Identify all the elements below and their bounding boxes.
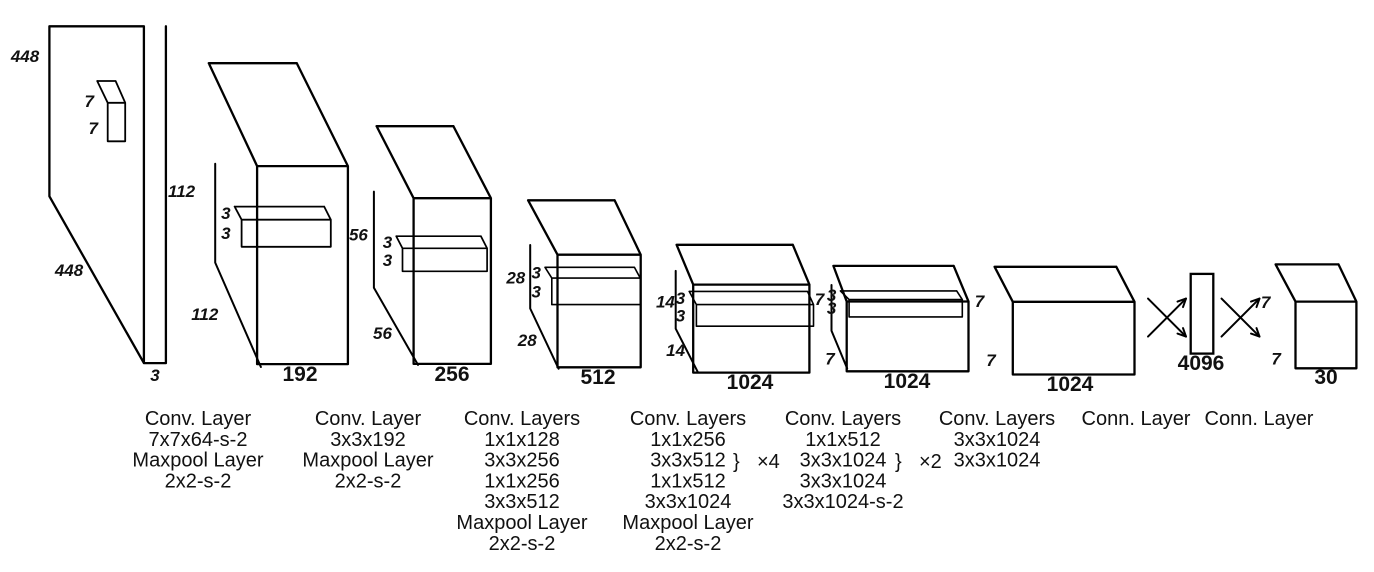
- svg-text:2x2-s-2: 2x2-s-2: [655, 533, 722, 555]
- svg-text:448: 448: [54, 261, 84, 280]
- svg-text:3x3x1024: 3x3x1024: [954, 429, 1041, 451]
- svg-text:Maxpool Layer: Maxpool Layer: [456, 512, 588, 534]
- svg-text:2x2-s-2: 2x2-s-2: [335, 470, 402, 492]
- svg-text:7: 7: [986, 351, 997, 370]
- svg-text:3: 3: [532, 282, 542, 301]
- svg-text:×2: ×2: [919, 451, 942, 473]
- svg-text:7: 7: [975, 292, 986, 311]
- svg-text:3x3x256: 3x3x256: [484, 450, 560, 472]
- svg-text:}: }: [733, 451, 740, 473]
- svg-text:112: 112: [168, 182, 196, 201]
- svg-text:3: 3: [383, 251, 393, 270]
- svg-text:256: 256: [434, 363, 469, 386]
- svg-text:1024: 1024: [727, 371, 774, 394]
- svg-text:7: 7: [825, 350, 836, 369]
- svg-text:3x3x1024: 3x3x1024: [645, 491, 732, 513]
- svg-text:Conv. Layers: Conv. Layers: [464, 408, 580, 430]
- svg-text:Conv. Layer: Conv. Layer: [145, 408, 252, 430]
- svg-text:3: 3: [150, 366, 160, 385]
- svg-text:3: 3: [532, 264, 542, 283]
- svg-text:56: 56: [349, 226, 368, 245]
- svg-text:3x3x192: 3x3x192: [330, 429, 406, 451]
- svg-text:3: 3: [221, 224, 231, 243]
- svg-text:Maxpool Layer: Maxpool Layer: [132, 450, 264, 472]
- svg-text:Conn. Layer: Conn. Layer: [1082, 408, 1191, 430]
- svg-text:}: }: [895, 451, 902, 473]
- svg-text:×4: ×4: [757, 451, 780, 473]
- svg-text:Conn. Layer: Conn. Layer: [1205, 408, 1314, 430]
- svg-text:28: 28: [517, 331, 537, 350]
- svg-text:14: 14: [666, 341, 685, 360]
- svg-text:Conv. Layers: Conv. Layers: [785, 408, 901, 430]
- svg-text:56: 56: [373, 324, 392, 343]
- svg-text:30: 30: [1314, 366, 1337, 389]
- svg-text:112: 112: [191, 305, 219, 324]
- svg-text:3x3x1024: 3x3x1024: [800, 470, 887, 492]
- svg-text:3x3x1024: 3x3x1024: [800, 450, 887, 472]
- svg-text:Maxpool Layer: Maxpool Layer: [302, 450, 434, 472]
- svg-text:28: 28: [505, 268, 525, 287]
- svg-text:Conv. Layers: Conv. Layers: [939, 408, 1055, 430]
- svg-text:448: 448: [10, 47, 40, 66]
- svg-text:3: 3: [827, 299, 837, 318]
- svg-text:1x1x128: 1x1x128: [484, 429, 560, 451]
- svg-text:192: 192: [282, 363, 317, 386]
- svg-text:7: 7: [85, 92, 96, 111]
- svg-text:7x7x64-s-2: 7x7x64-s-2: [149, 429, 248, 451]
- svg-text:3: 3: [676, 306, 686, 325]
- svg-text:1024: 1024: [1047, 373, 1094, 396]
- svg-text:1x1x512: 1x1x512: [650, 470, 726, 492]
- svg-text:Conv. Layer: Conv. Layer: [315, 408, 422, 430]
- svg-text:2x2-s-2: 2x2-s-2: [489, 533, 556, 555]
- svg-text:1x1x256: 1x1x256: [484, 470, 560, 492]
- svg-text:3x3x512: 3x3x512: [484, 491, 560, 513]
- svg-text:1x1x512: 1x1x512: [805, 429, 881, 451]
- svg-text:2x2-s-2: 2x2-s-2: [165, 470, 232, 492]
- svg-text:14: 14: [656, 293, 675, 312]
- svg-text:512: 512: [580, 366, 615, 389]
- svg-text:1024: 1024: [884, 370, 931, 393]
- svg-text:1x1x256: 1x1x256: [650, 429, 726, 451]
- svg-text:7: 7: [815, 290, 826, 309]
- svg-text:3x3x1024: 3x3x1024: [954, 450, 1041, 472]
- svg-text:7: 7: [1271, 350, 1282, 369]
- svg-text:Maxpool Layer: Maxpool Layer: [622, 512, 754, 534]
- svg-text:3: 3: [676, 289, 686, 308]
- svg-text:3: 3: [383, 233, 393, 252]
- svg-text:7: 7: [1261, 293, 1272, 312]
- svg-text:4096: 4096: [1178, 352, 1225, 375]
- svg-text:3x3x1024-s-2: 3x3x1024-s-2: [782, 491, 903, 513]
- svg-text:Conv. Layers: Conv. Layers: [630, 408, 746, 430]
- svg-text:7: 7: [89, 119, 100, 138]
- svg-text:3: 3: [221, 204, 231, 223]
- svg-text:3x3x512: 3x3x512: [650, 450, 726, 472]
